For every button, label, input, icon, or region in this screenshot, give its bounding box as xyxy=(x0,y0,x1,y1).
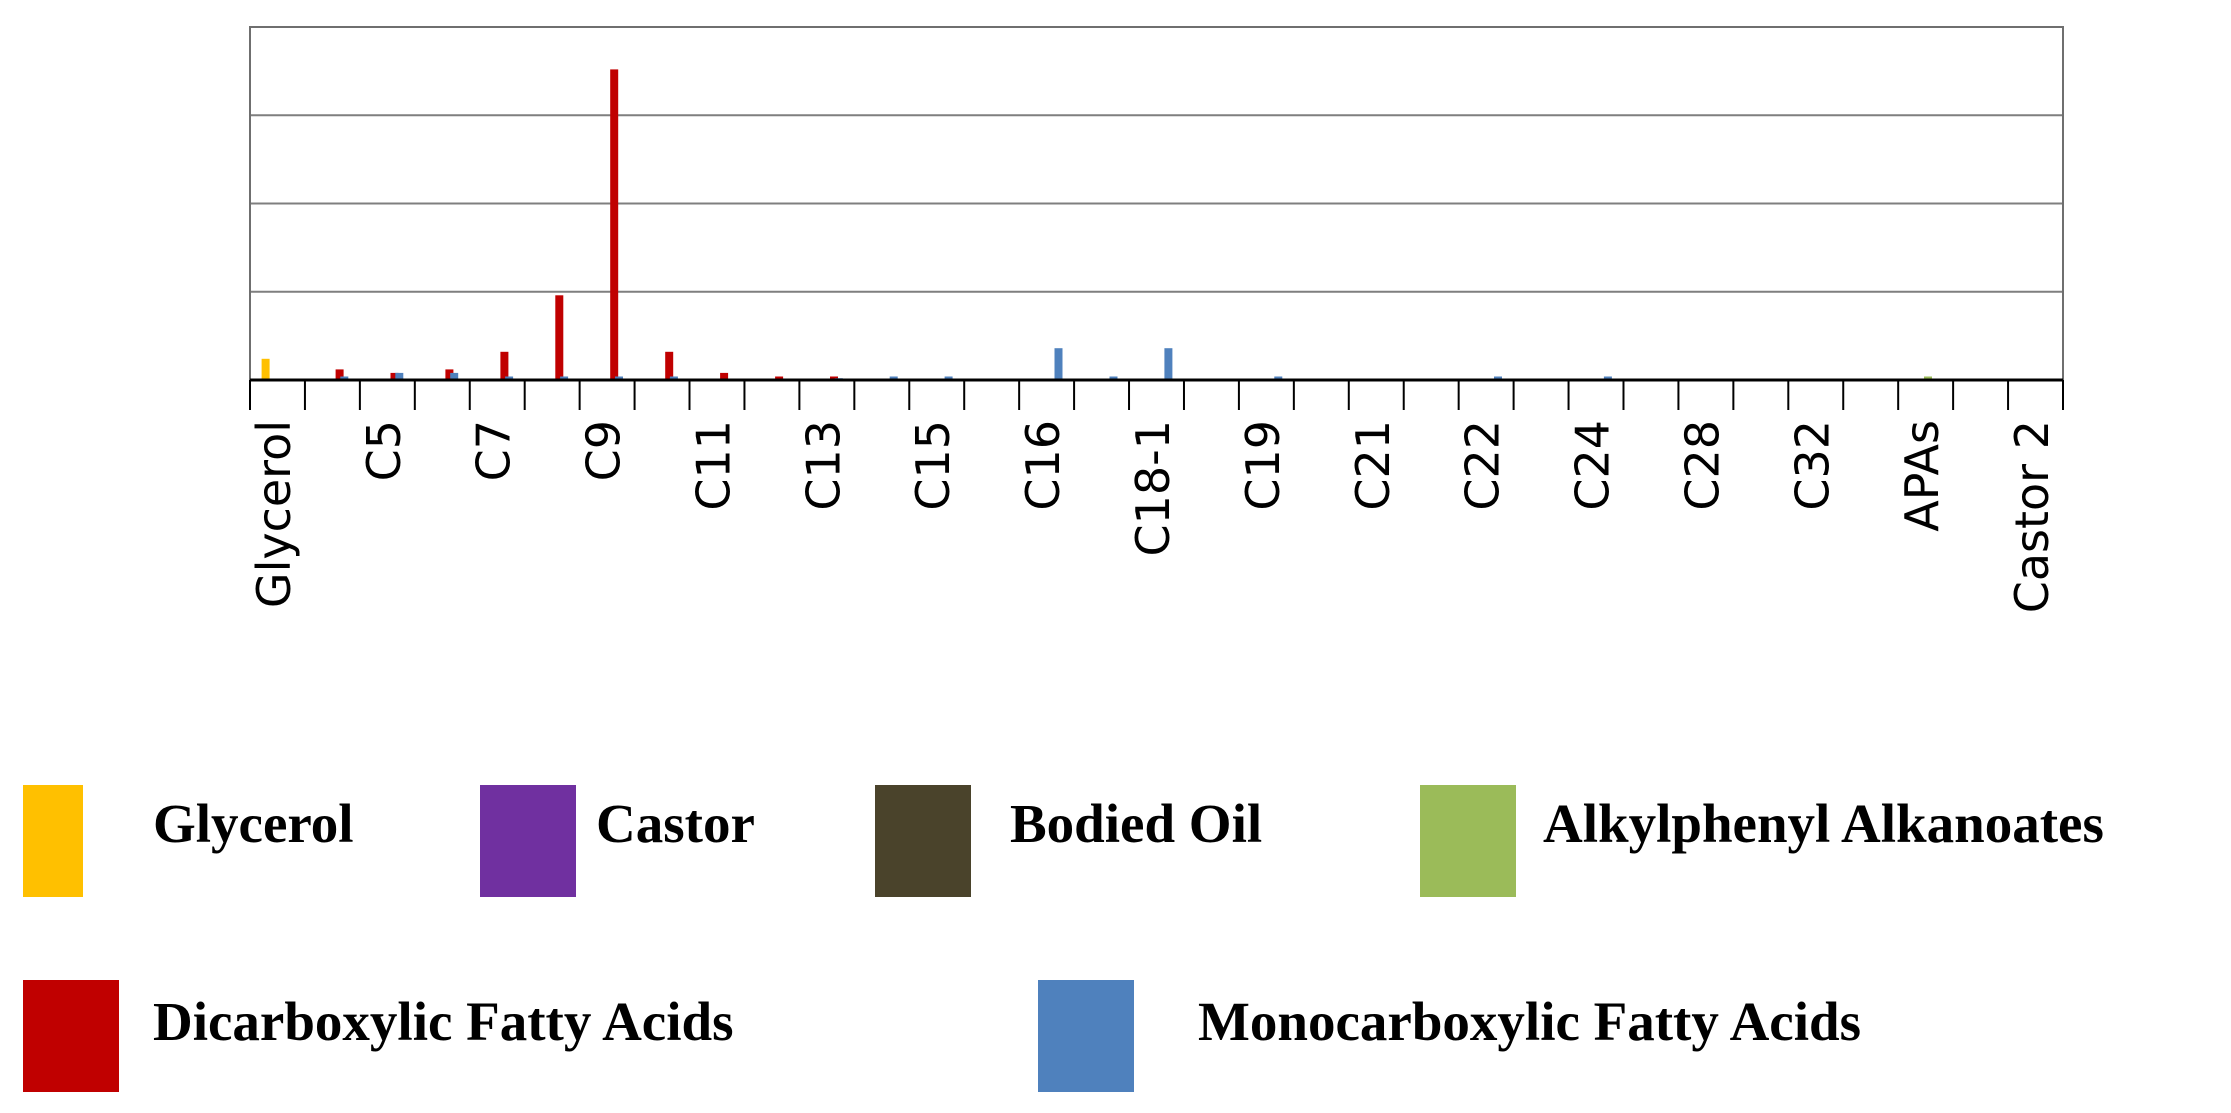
bar-monocarboxylic-fatty-acids-c8 xyxy=(560,376,569,380)
bar-monocarboxylic-fatty-acids-c4 xyxy=(340,376,349,380)
x-tick-label-c5: C5 xyxy=(357,420,411,481)
legend-swatch-bodied-oil xyxy=(875,785,971,897)
x-axis-tick-labels: Glycerol C5 C7 C9 C11 C13 C15 C16 C18-1 C19 C21 C22… xyxy=(247,420,2059,613)
x-tick-label-c7: C7 xyxy=(467,420,521,481)
bar-dicarboxylic-fatty-acids-c9 xyxy=(610,69,619,381)
bar-monocarboxylic-fatty-acids-c6 xyxy=(450,372,459,380)
x-tick-label-c18-1: C18-1 xyxy=(1126,420,1180,557)
legend-label-dicarboxylic-fatty-acids: Dicarboxylic Fatty Acids xyxy=(153,991,733,1052)
legend-label-monocarboxylic-fatty-acids: Monocarboxylic Fatty Acids xyxy=(1198,991,1861,1052)
legend-swatch-castor xyxy=(480,785,576,897)
bar-dicarboxylic-fatty-acids-c11 xyxy=(720,372,729,380)
bar-dicarboxylic-fatty-acids-c7 xyxy=(500,351,509,380)
legend-label-alkylphenyl-alkanoates: Alkylphenyl Alkanoates xyxy=(1543,793,2104,854)
legend-swatch-alkylphenyl-alkanoates xyxy=(1420,785,1516,897)
bar-monocarboxylic-fatty-acids-c18-1 xyxy=(1164,348,1173,380)
x-tick-label-c28: C28 xyxy=(1675,420,1729,511)
legend-label-bodied-oil: Bodied Oil xyxy=(1010,793,1262,854)
bar-monocarboxylic-fatty-acids-c14 xyxy=(889,376,898,380)
x-tick-label-apas: APAs xyxy=(1895,420,1949,532)
plot-frame xyxy=(249,26,2064,382)
legend-swatch-dicarboxylic-fatty-acids xyxy=(23,980,119,1092)
bar-monocarboxylic-fatty-acids-c10 xyxy=(669,376,678,380)
bar-dicarboxylic-fatty-acids-c4 xyxy=(335,369,344,380)
bar-alkylphenyl-alkanoates-apas xyxy=(1924,376,1932,380)
bar-monocarboxylic-fatty-acids-c5 xyxy=(395,372,404,380)
legend: Glycerol Castor Bodied Oil Alkylphenyl A… xyxy=(23,785,2104,1092)
bar-dicarboxylic-fatty-acids-c8 xyxy=(555,295,564,380)
bar-dicarboxylic-fatty-acids-c10 xyxy=(665,351,674,380)
bars xyxy=(261,69,1932,381)
x-tick-label-c32: C32 xyxy=(1785,420,1839,511)
x-tick-label-c11: C11 xyxy=(687,420,741,511)
x-tick-label-c9: C9 xyxy=(577,420,631,481)
x-tick-label-c16: C16 xyxy=(1016,420,1070,511)
x-tick-label-c22: C22 xyxy=(1456,420,1510,511)
bar-dicarboxylic-fatty-acids-c6 xyxy=(445,369,454,380)
bar-dicarboxylic-fatty-acids-c13 xyxy=(830,376,838,380)
x-tick-label-c19: C19 xyxy=(1236,420,1290,511)
bar-monocarboxylic-fatty-acids-c9 xyxy=(615,376,623,380)
legend-label-glycerol: Glycerol xyxy=(153,793,354,854)
x-tick-label-c21: C21 xyxy=(1346,420,1400,511)
gridlines xyxy=(250,114,2063,293)
x-tick-label-c15: C15 xyxy=(906,420,960,511)
x-tick-label-c24: C24 xyxy=(1566,420,1620,511)
legend-label-castor: Castor xyxy=(596,793,755,854)
bar-dicarboxylic-fatty-acids-c5 xyxy=(390,372,399,380)
bar-monocarboxylic-fatty-acids-c24 xyxy=(1603,376,1612,380)
bar-monocarboxylic-fatty-acids-c7 xyxy=(505,376,514,380)
x-tick-label-glycerol: Glycerol xyxy=(247,420,301,608)
bar-monocarboxylic-fatty-acids-c17 xyxy=(1109,376,1118,380)
x-tick-label-castor-2: Castor 2 xyxy=(2005,420,2059,613)
bar-monocarboxylic-fatty-acids-c16 xyxy=(1054,348,1063,380)
legend-swatch-glycerol xyxy=(23,785,83,897)
legend-swatch-monocarboxylic-fatty-acids xyxy=(1038,980,1134,1092)
bar-monocarboxylic-fatty-acids-c22 xyxy=(1494,376,1502,380)
x-tick-label-c13: C13 xyxy=(796,420,850,511)
bar-monocarboxylic-fatty-acids-c15 xyxy=(944,376,953,380)
bar-monocarboxylic-fatty-acids-c19 xyxy=(1274,376,1283,380)
x-axis-ticks xyxy=(249,380,2064,410)
bar-dicarboxylic-fatty-acids-c12 xyxy=(775,376,784,380)
bar-glycerol-glycerol xyxy=(261,358,270,380)
